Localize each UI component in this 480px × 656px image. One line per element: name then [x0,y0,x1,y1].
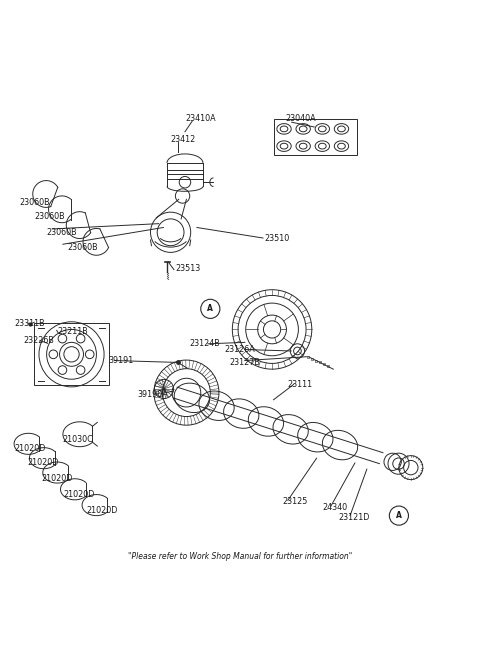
Text: 39190A: 39190A [137,390,168,399]
Text: A: A [396,511,402,520]
Text: 23510: 23510 [264,234,289,243]
Text: 23060B: 23060B [46,228,77,237]
Text: 23311B: 23311B [14,319,45,328]
Bar [35,323,108,386]
Text: 21020D: 21020D [27,459,59,468]
Text: 21020D: 21020D [14,444,46,453]
Text: 21020D: 21020D [86,506,117,516]
Text: 23226B: 23226B [24,336,55,345]
Text: 23060B: 23060B [34,213,65,222]
Bar [274,119,357,155]
Text: 23127B: 23127B [229,358,260,367]
Text: 23125: 23125 [282,497,308,506]
Text: 24340: 24340 [323,503,348,512]
Text: 23040A: 23040A [286,114,316,123]
Text: A: A [207,304,213,314]
Text: 23060B: 23060B [68,243,98,252]
Text: 21020D: 21020D [41,474,73,483]
Text: 39191: 39191 [108,356,133,365]
Text: 23126A: 23126A [225,345,255,354]
Text: 21020D: 21020D [63,490,94,499]
Text: 23121D: 23121D [338,512,370,522]
Text: 23211B: 23211B [57,327,88,337]
Text: 21030C: 21030C [62,434,93,443]
Text: 23111: 23111 [288,380,313,389]
Text: 23060B: 23060B [20,198,50,207]
Circle shape [389,506,408,525]
Text: 23513: 23513 [175,264,201,273]
Text: "Please refer to Work Shop Manual for further information": "Please refer to Work Shop Manual for fu… [128,552,352,562]
Text: 23124B: 23124B [190,339,220,348]
Text: 23412: 23412 [170,135,196,144]
Circle shape [201,299,220,318]
Text: 23410A: 23410A [185,114,216,123]
